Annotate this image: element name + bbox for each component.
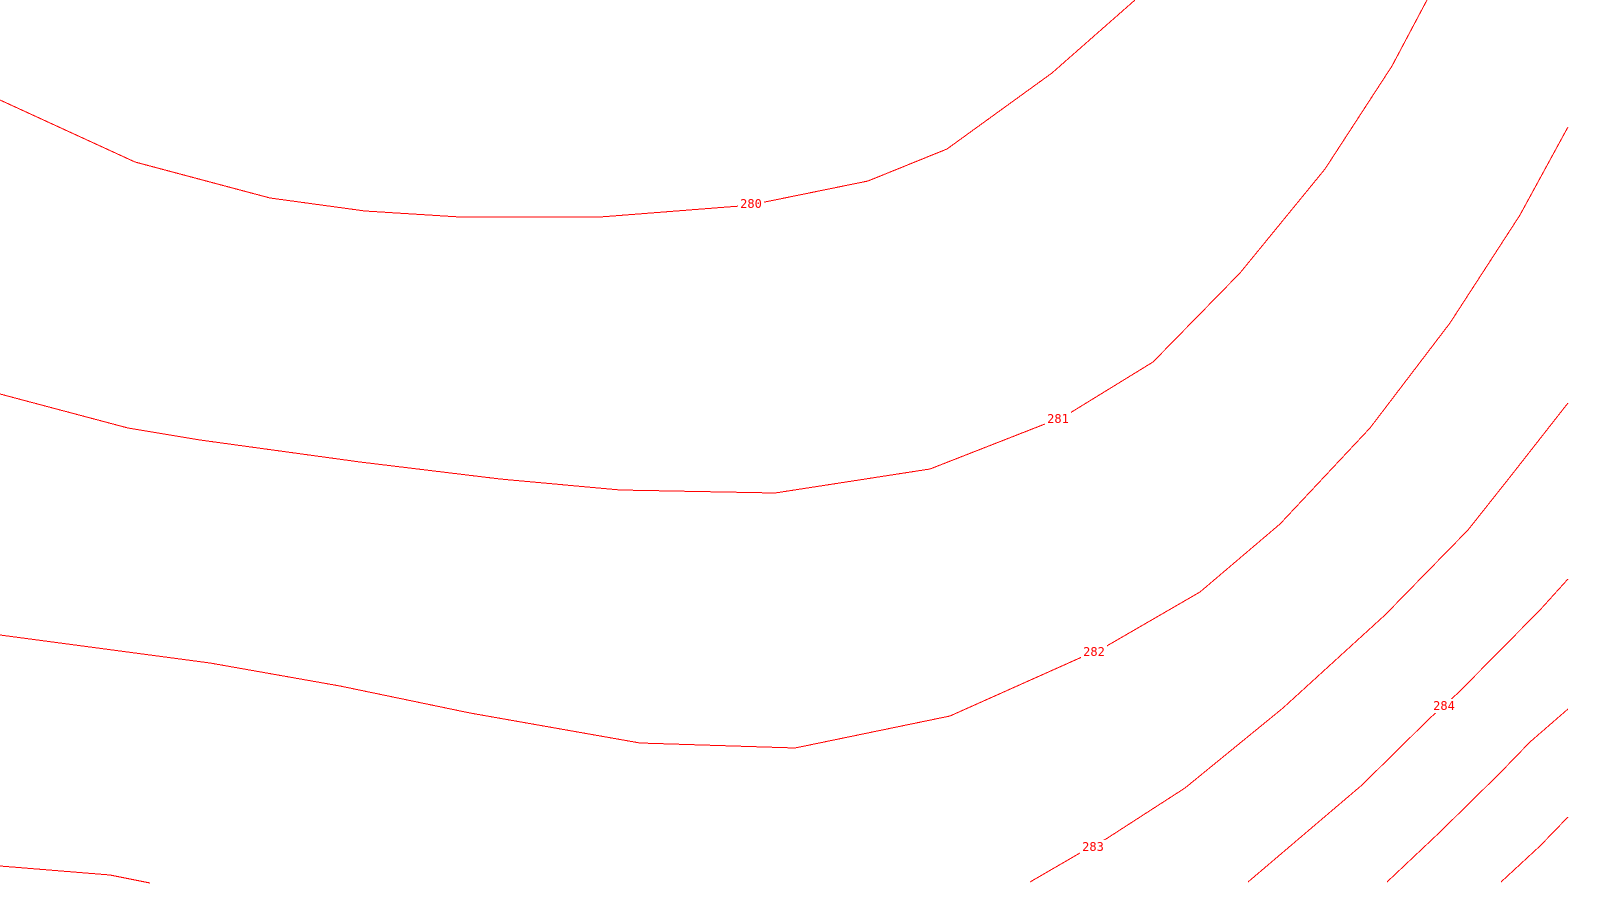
contour-label-halo [1431, 699, 1457, 713]
contour-label-c280: 280 [740, 197, 762, 211]
contour-line-c283-segment-2 [1029, 402, 1569, 883]
contour-line-c284 [1247, 578, 1569, 883]
contour-line-c286 [1500, 816, 1569, 883]
contour-lines-layer [0, 0, 1569, 884]
contour-label-c281: 281 [1047, 412, 1069, 426]
contour-label-c283: 283 [1082, 840, 1104, 854]
contour-label-halo [1045, 412, 1071, 426]
contour-line-c280 [0, 0, 1136, 218]
contour-line-c282 [0, 126, 1569, 749]
contour-line-c285 [1386, 708, 1569, 883]
contour-line-c281 [0, 0, 1428, 494]
contour-label-halo [1080, 840, 1106, 854]
contour-line-c283 [0, 865, 151, 884]
contour-label-c282: 282 [1083, 645, 1105, 659]
contour-label-c284: 284 [1433, 699, 1455, 713]
contour-label-halo [738, 197, 764, 211]
contour-labels-layer: 280 281 282 283 284 [738, 197, 1457, 854]
contour-label-halo [1081, 645, 1107, 659]
